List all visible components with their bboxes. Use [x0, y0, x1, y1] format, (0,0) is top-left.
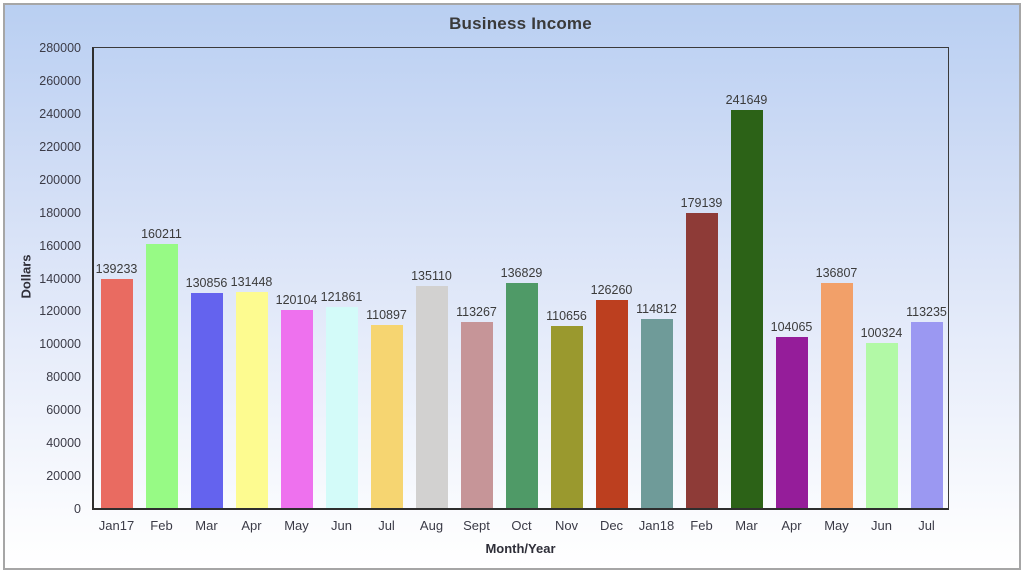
- x-tick-label: Apr: [241, 518, 262, 533]
- bar-value-label: 114812: [636, 302, 677, 316]
- chart-canvas: Business Income Dollars 0 20000 40000 60000…: [3, 3, 1021, 570]
- bar-value-label: 110897: [366, 308, 407, 322]
- y-tick-label: 120000: [39, 304, 81, 319]
- y-tick-label: 20000: [46, 469, 81, 484]
- bar-group: 100324: [859, 47, 904, 508]
- x-tick-label: Feb: [690, 518, 713, 533]
- bar-group: 110897: [364, 47, 409, 508]
- y-tick-label: 100000: [39, 337, 81, 352]
- bar: [460, 322, 493, 508]
- bar: [730, 110, 763, 508]
- x-tick-label: Sept: [463, 518, 490, 533]
- bar-group: 113235: [904, 47, 949, 508]
- bar-group: 179139: [679, 47, 724, 508]
- y-tick-label: 180000: [39, 205, 81, 220]
- bar: [280, 310, 313, 508]
- y-tick-label: 260000: [39, 73, 81, 88]
- bar-group: 130856: [184, 47, 229, 508]
- bar-group: 139233: [94, 47, 139, 508]
- bar-value-label: 136829: [500, 266, 543, 280]
- bar: [190, 293, 223, 508]
- bar-group: 160211: [139, 47, 184, 508]
- bar-value-label: 160211: [141, 227, 182, 241]
- y-tick-label: 140000: [39, 271, 81, 286]
- bar-group: 136829: [499, 47, 544, 508]
- bar: [640, 319, 673, 508]
- x-tick-label: Jan18: [638, 518, 675, 533]
- bar-group: 241649: [724, 47, 769, 508]
- bar-value-label: 120104: [275, 293, 318, 307]
- x-tick-label: Feb: [150, 518, 173, 533]
- x-tick-label: Mar: [735, 518, 758, 533]
- bar-group: 110656: [544, 47, 589, 508]
- bar-value-label: 179139: [680, 196, 723, 210]
- bar: [820, 283, 853, 508]
- bar-value-label: 104065: [770, 320, 813, 334]
- bar-value-label: 126260: [590, 283, 633, 297]
- x-tick-label: Aug: [419, 518, 444, 533]
- bar-value-label: 131448: [230, 275, 273, 289]
- x-tick-label: Mar: [195, 518, 218, 533]
- bar-group: 126260: [589, 47, 634, 508]
- bar: [550, 326, 583, 508]
- bar-group: 131448: [229, 47, 274, 508]
- y-tick-label: 220000: [39, 139, 81, 154]
- x-tick-label: Jul: [378, 518, 395, 533]
- y-tick-label: 240000: [39, 106, 81, 121]
- bar: [370, 325, 403, 508]
- bar: [865, 343, 898, 508]
- bar-series: 139233 160211 130856 131448 120104 121861 1108…: [94, 47, 949, 508]
- bar: [325, 307, 358, 508]
- bar: [505, 283, 538, 508]
- bar: [595, 300, 628, 508]
- bar-group: 120104: [274, 47, 319, 508]
- y-tick-label: 280000: [39, 41, 81, 55]
- y-tick-label: 160000: [39, 238, 81, 253]
- bar-value-label: 139233: [95, 262, 138, 276]
- x-tick-label: May: [824, 518, 849, 533]
- bar: [685, 213, 718, 508]
- bar-group: 135110: [409, 47, 454, 508]
- bar: [145, 244, 178, 508]
- x-tick-label: Jan17: [98, 518, 135, 533]
- bar: [775, 337, 808, 508]
- bar-group: 113267: [454, 47, 499, 508]
- bar: [235, 292, 268, 508]
- y-tick-label: 40000: [46, 436, 81, 451]
- x-tick-label: May: [284, 518, 309, 533]
- x-axis-label: Month/Year: [485, 541, 556, 556]
- x-tick-label: Apr: [781, 518, 802, 533]
- plot-area: [92, 47, 949, 510]
- x-tick-label: Dec: [599, 518, 624, 533]
- chart-title: Business Income: [449, 14, 592, 33]
- x-tick-label: Jun: [331, 518, 352, 533]
- y-tick-label: 200000: [39, 172, 81, 187]
- bar-value-label: 241649: [725, 93, 768, 107]
- x-tick-label: Jun: [871, 518, 892, 533]
- bar-group: 121861: [319, 47, 364, 508]
- bar-value-label: 113267: [456, 305, 497, 319]
- y-tick-label: 60000: [46, 403, 81, 418]
- bar: [910, 322, 943, 508]
- bar-value-label: 121861: [320, 290, 363, 304]
- bar-value-label: 130856: [185, 276, 228, 290]
- x-tick-label: Jul: [918, 518, 935, 533]
- bar-value-label: 135110: [411, 269, 452, 283]
- bar-value-label: 136807: [815, 266, 858, 280]
- bar: [415, 286, 448, 508]
- y-axis-ticks: 0 20000 40000 60000 80000 100000 120000 140000 1…: [5, 5, 87, 568]
- bar-group: 136807: [814, 47, 859, 508]
- x-axis-ticks: Jan17 Feb Mar Apr May Jun Jul Aug Sept Oct Nov Dec J…: [94, 517, 949, 535]
- bar: [100, 279, 133, 508]
- bar-value-label: 110656: [546, 309, 587, 323]
- bar-group: 104065: [769, 47, 814, 508]
- x-tick-label: Oct: [511, 518, 532, 533]
- bar-value-label: 113235: [906, 305, 947, 319]
- bar-value-label: 100324: [860, 326, 903, 340]
- y-tick-label: 80000: [46, 370, 81, 385]
- bar-group: 114812: [634, 47, 679, 508]
- y-tick-label: 0: [74, 502, 81, 516]
- x-tick-label: Nov: [554, 518, 579, 533]
